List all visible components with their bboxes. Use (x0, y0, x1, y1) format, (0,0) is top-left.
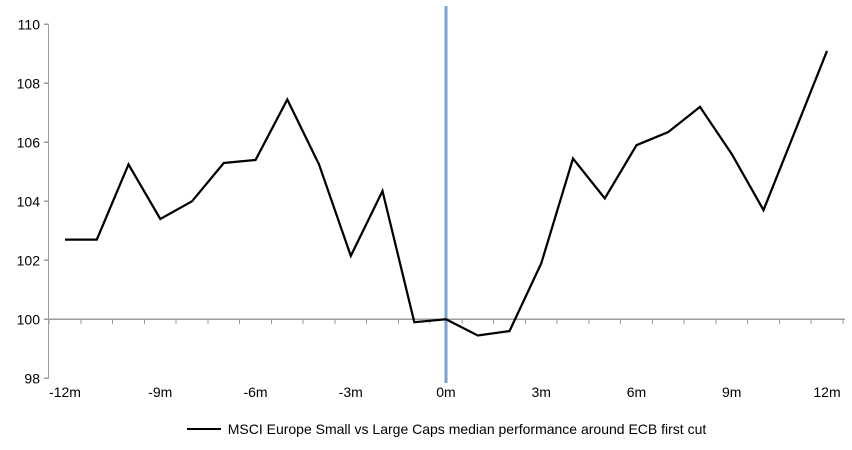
x-tick-label: -12m (49, 384, 81, 400)
x-tick-label: 9m (722, 384, 741, 400)
series-line (65, 50, 829, 337)
x-tick-label: 3m (532, 384, 551, 400)
y-tick-label: 108 (17, 75, 41, 91)
x-tick-label: -3m (339, 384, 363, 400)
y-tick-label: 110 (18, 16, 41, 32)
legend: MSCI Europe Small vs Large Caps median p… (48, 419, 845, 439)
legend-line-swatch (186, 428, 221, 430)
legend-label: MSCI Europe Small vs Large Caps median p… (227, 421, 707, 437)
y-tick-label: 106 (17, 134, 41, 150)
x-tick-label: -9m (148, 384, 172, 400)
y-tick-label: 100 (17, 311, 41, 327)
x-tick-label: 12m (813, 384, 840, 400)
y-tick-label: 98 (24, 370, 40, 386)
x-tick-label: 0m (436, 384, 455, 400)
x-tick-label: -6m (243, 384, 267, 400)
y-tick-label: 102 (17, 252, 41, 268)
y-tick-label: 104 (17, 193, 41, 209)
x-tick-label: 6m (627, 384, 646, 400)
